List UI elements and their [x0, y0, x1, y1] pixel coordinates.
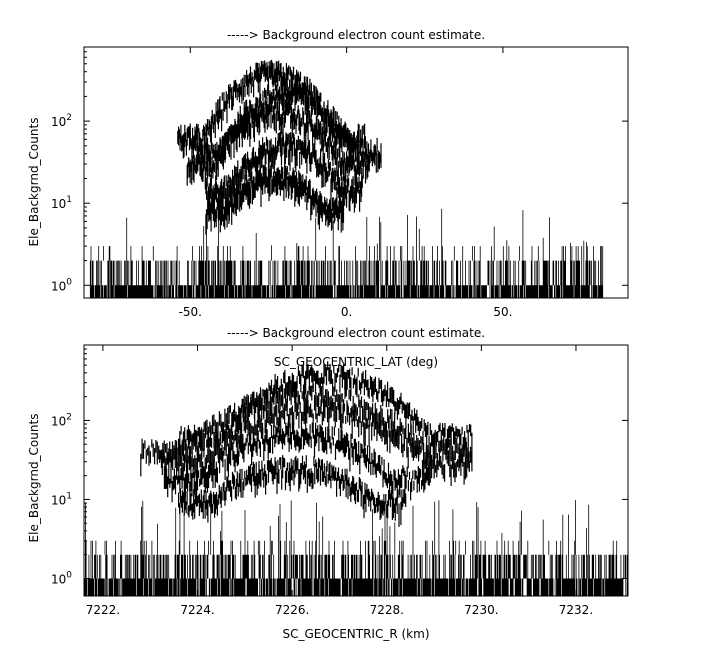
chart-title-bottom: -----> Background electron count estimat… [227, 326, 485, 340]
plot-frame-top [83, 46, 629, 299]
plot-content-top [89, 59, 604, 298]
y-axis-label-top: Ele_Backgrnd_Counts [27, 118, 41, 247]
y-tick-label-top-1: 101 [51, 195, 72, 211]
x-tick-label-bottom-3: 7228. [370, 603, 404, 617]
chart-panel-bottom: -----> Background electron count estimat… [27, 326, 629, 641]
x-tick-label-bottom-4: 7230. [464, 603, 498, 617]
plot-area-top: -50. 0. 50. 100 101 102 [51, 46, 628, 319]
y-tick-label-bottom-2: 102 [51, 412, 72, 428]
plot-content-bottom [84, 361, 628, 596]
y-tick-label-top-0: 100 [51, 277, 72, 293]
y-tick-label-top-2: 102 [51, 113, 72, 129]
x-axis-label-top: SC_GEOCENTRIC_LAT (deg) [274, 355, 438, 369]
series-arch-top-5 [205, 163, 345, 235]
series-arch-top-3 [186, 98, 370, 189]
chart-title-top: -----> Background electron count estimat… [227, 28, 485, 42]
y-tick-label-bottom-0: 100 [51, 570, 72, 586]
x-tick-label-bottom-2: 7226. [275, 603, 309, 617]
y-tick-label-bottom-1: 101 [51, 491, 72, 507]
series-arch-bottom-4 [163, 422, 430, 503]
x-tick-label-top-0: -50. [179, 305, 202, 319]
x-tick-label-top-2: 50. [493, 305, 512, 319]
x-tick-label-top-1: 0. [341, 305, 352, 319]
series-arch-bottom-3 [159, 397, 473, 486]
y-axis-label-bottom: Ele_Backgrnd_Counts [27, 414, 41, 543]
x-axis-label-bottom: SC_GEOCENTRIC_R (km) [283, 627, 430, 641]
series-arch-bottom-5 [178, 455, 407, 527]
plot-frame-bottom [83, 344, 629, 597]
x-tick-label-bottom-0: 7222. [86, 603, 120, 617]
x-tick-label-bottom-5: 7232. [559, 603, 593, 617]
x-tick-label-bottom-1: 7224. [180, 603, 214, 617]
chart-panel-top: -----> Background electron count estimat… [27, 28, 629, 369]
